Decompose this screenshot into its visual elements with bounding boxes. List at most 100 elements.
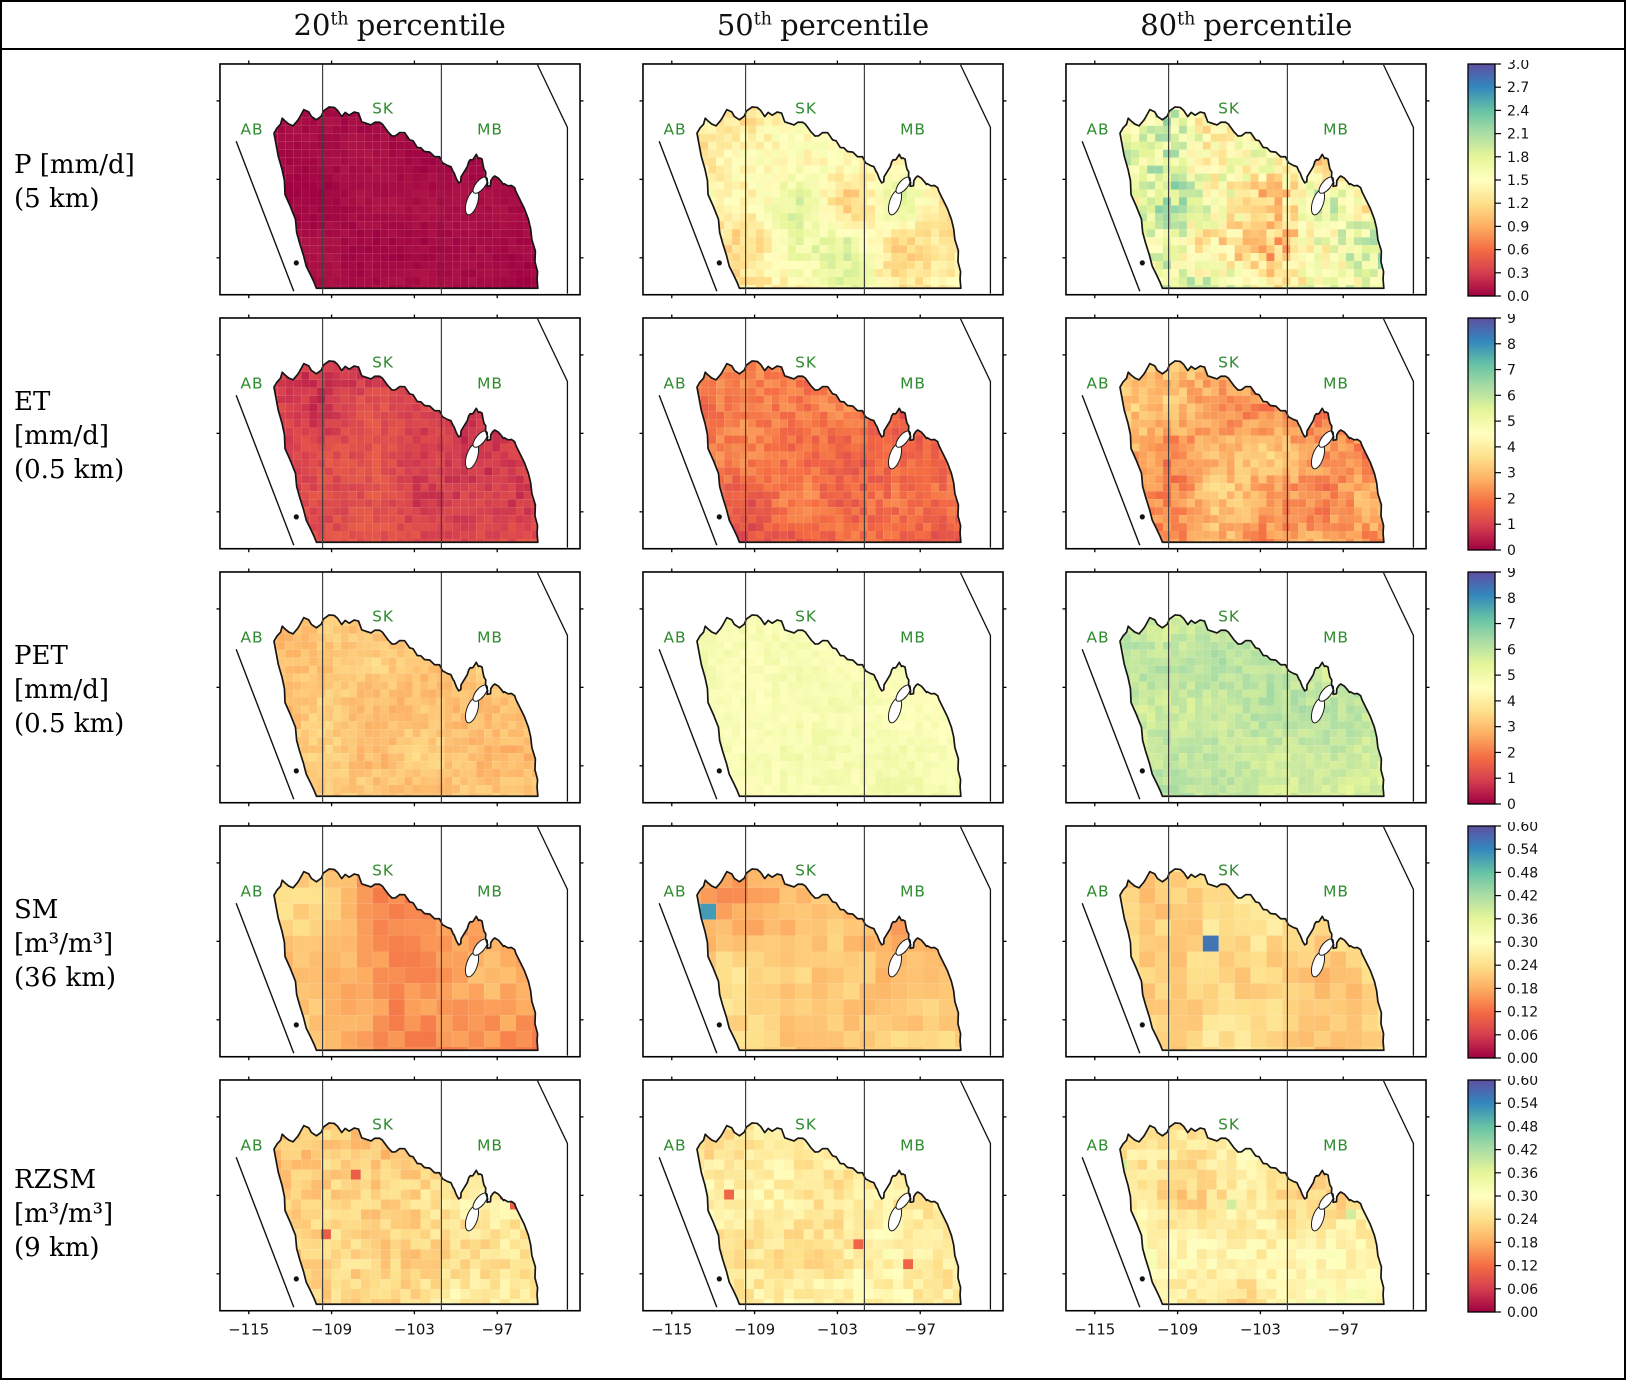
province-label-ab: AB <box>663 374 686 392</box>
column-title-80th: 80th percentile <box>1035 8 1458 42</box>
colorbar-pet: 9 8 7 6 5 4 3 2 1 0 <box>1467 568 1516 812</box>
map-dot <box>293 514 299 520</box>
panel-frame <box>642 571 1004 804</box>
row-label-line: [mm/d] <box>14 674 109 705</box>
map-dot <box>716 260 722 266</box>
bc-border-line <box>235 649 295 800</box>
province-label-sk: SK <box>795 100 817 118</box>
ontario-border-line <box>536 64 568 294</box>
bc-border-line <box>235 395 295 546</box>
province-label-sk: SK <box>1218 354 1240 372</box>
map-panel-sm-p20: AB SK MB <box>216 822 584 1061</box>
row-label-line: (0.5 km) <box>14 709 125 740</box>
province-label-ab: AB <box>663 628 686 646</box>
colorbar-tick-label: 3 <box>1507 466 1516 482</box>
x-tick-label: −103 <box>394 1321 435 1339</box>
map-dot <box>716 514 722 520</box>
province-label-sk: SK <box>1218 862 1240 880</box>
colorbar-tick-label: 2.4 <box>1507 103 1529 119</box>
row-label-et: ET [mm/d] (0.5 km) <box>2 314 188 558</box>
row-label-line: (9 km) <box>14 1233 100 1264</box>
prairie-region-outline <box>272 614 539 798</box>
prairie-region-outline <box>272 1122 539 1306</box>
panel-cell-pet-p80: AB SK MB <box>1035 568 1458 812</box>
x-tick-label: −103 <box>1240 1321 1281 1339</box>
panel-cell-et-p20: AB SK MB <box>188 314 611 558</box>
ontario-border-line <box>959 1080 992 1310</box>
province-label-mb: MB <box>477 1136 503 1154</box>
prairie-region-outline <box>272 360 539 544</box>
ontario-border-line <box>959 64 992 294</box>
colorbar-tick-label: 0.60 <box>1507 822 1538 835</box>
row-label-pet: PET [mm/d] (0.5 km) <box>2 568 188 812</box>
column-title-ordinal: th <box>330 9 349 30</box>
colorbar-frame <box>1467 317 1496 551</box>
row-label-line: SM <box>14 894 59 925</box>
column-title-number: 20 <box>293 8 331 42</box>
colorbar-tick-label: 1.2 <box>1507 196 1529 212</box>
province-label-sk: SK <box>372 862 394 880</box>
colorbar-tick-label: 0.54 <box>1507 1096 1538 1112</box>
map-dot <box>716 768 722 774</box>
panel-cell-p-p50: AB SK MB <box>611 60 1034 304</box>
province-label-mb: MB <box>900 374 926 392</box>
colorbar-tick-label: 0.9 <box>1507 219 1529 235</box>
province-label-mb: MB <box>1323 882 1349 900</box>
ontario-border-line <box>536 572 568 802</box>
bc-border-line <box>1081 649 1141 800</box>
prairie-region-outline <box>1119 1122 1386 1306</box>
colorbar-tick-label: 5 <box>1507 414 1516 430</box>
province-label-mb: MB <box>477 882 503 900</box>
map-panel-et-p50: AB SK MB <box>639 314 1007 553</box>
province-label-ab: AB <box>1087 882 1110 900</box>
colorbar-tick-label: 0.42 <box>1507 1143 1538 1159</box>
map-dot <box>1140 768 1146 774</box>
prairie-region-outline <box>1119 868 1386 1052</box>
panel-cell-sm-p50: AB SK MB <box>611 822 1034 1066</box>
colorbar-cell-p: 3.0 2.7 2.4 2.1 1.8 1.5 1.2 0.9 0.6 0.3 0.0 <box>1458 60 1624 304</box>
row-label-line: ET <box>14 386 51 417</box>
prairie-region-outline <box>272 868 539 1052</box>
colorbar-cell-pet: 9 8 7 6 5 4 3 2 1 0 <box>1458 568 1624 812</box>
colorbar-rzsm: 0.60 0.54 0.48 0.42 0.36 0.30 0.24 0.18 0.12 0.06… <box>1467 1076 1538 1320</box>
row-label-line: [mm/d] <box>14 420 109 451</box>
ontario-border-line <box>959 826 992 1056</box>
province-label-sk: SK <box>795 354 817 372</box>
panel-frame <box>218 825 581 1058</box>
province-label-sk: SK <box>795 608 817 626</box>
colorbar-tick-label: 2.1 <box>1507 127 1529 143</box>
province-label-mb: MB <box>1323 120 1349 138</box>
province-label-mb: MB <box>1323 628 1349 646</box>
bc-border-line <box>235 903 295 1054</box>
map-dot <box>1140 1276 1146 1282</box>
map-panel-p-p20: AB SK MB <box>216 60 584 299</box>
province-label-ab: AB <box>240 1136 263 1154</box>
colorbar-tick-label: 5 <box>1507 668 1516 684</box>
row-label-line: (5 km) <box>14 184 100 214</box>
prairie-region-outline <box>696 614 962 798</box>
panel-cell-sm-p80: AB SK MB <box>1035 822 1458 1066</box>
province-label-mb: MB <box>900 120 926 138</box>
prairie-region-outline <box>272 106 539 290</box>
map-dot <box>1140 1022 1146 1028</box>
map-panel-pet-p80: AB SK MB <box>1062 568 1430 807</box>
prairie-region-outline <box>696 106 962 290</box>
prairie-region-outline <box>696 868 962 1052</box>
column-title-20th: 20th percentile <box>188 8 611 42</box>
panel-cell-rzsm-p20: AB SK MB −115 −109 −103 −97 <box>188 1076 611 1353</box>
colorbar-tick-label: 2 <box>1507 491 1516 507</box>
province-label-sk: SK <box>1218 100 1240 118</box>
panel-frame <box>1065 825 1428 1058</box>
colorbar-tick-label: 9 <box>1507 568 1516 581</box>
x-tick-label: −109 <box>311 1321 352 1339</box>
colorbar-tick-label: 4 <box>1507 694 1516 710</box>
province-label-mb: MB <box>900 882 926 900</box>
row-label-line: [m³/m³] <box>14 928 114 959</box>
row-label-line: PET <box>14 640 68 671</box>
colorbar-tick-label: 6 <box>1507 642 1516 658</box>
colorbar-gradient <box>1468 318 1495 550</box>
x-tick-label: −97 <box>481 1321 512 1339</box>
column-title-word: percentile <box>1203 8 1353 42</box>
colorbar-tick-label: 0.00 <box>1507 1305 1538 1320</box>
